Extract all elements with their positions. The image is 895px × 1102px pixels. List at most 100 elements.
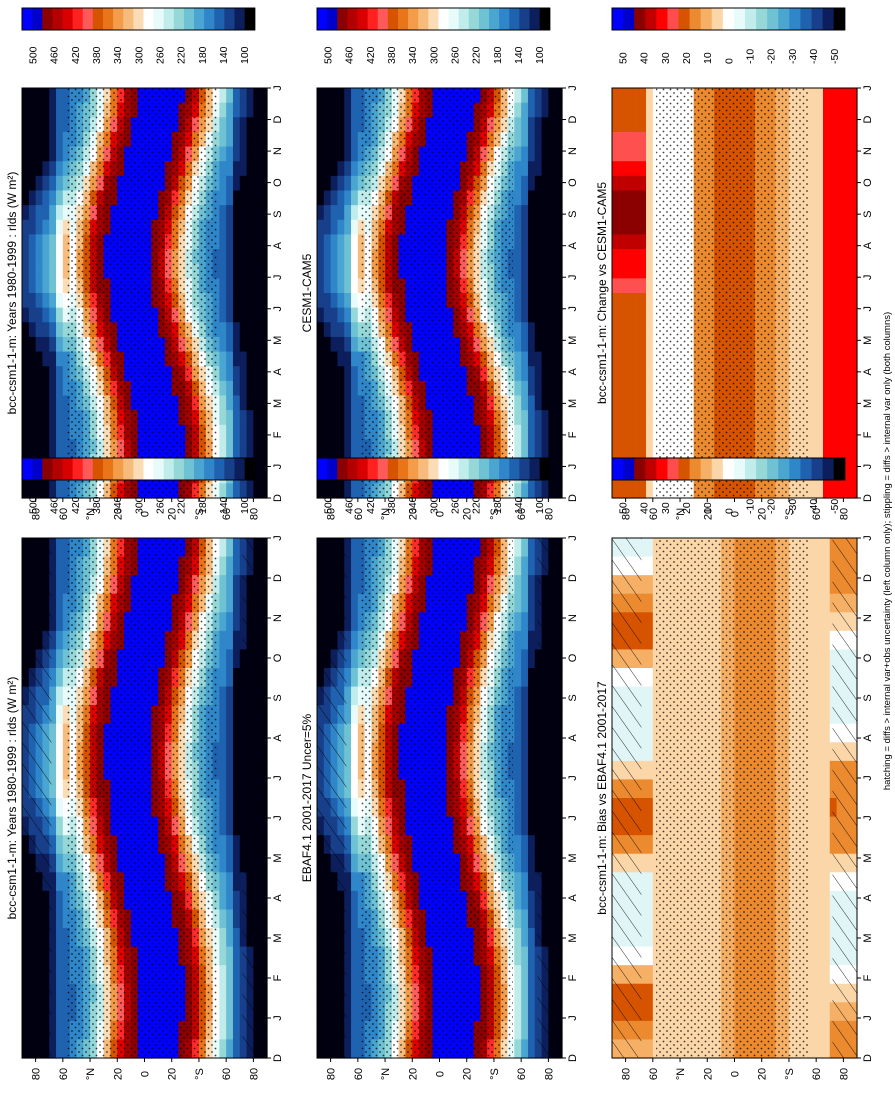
heatmap-cell <box>521 742 529 762</box>
heatmap-cell <box>219 234 227 250</box>
heatmap-cell <box>49 322 57 338</box>
heatmap-cell <box>239 175 248 192</box>
heatmap-cell <box>514 965 522 985</box>
heatmap-cell <box>514 612 522 632</box>
y-tick-label: 20 <box>757 1068 769 1080</box>
heatmap-cell <box>49 965 57 985</box>
heatmap-cell <box>226 293 234 309</box>
heatmap-cell <box>260 483 268 499</box>
heatmap-cell <box>253 483 261 499</box>
heatmap-cell <box>219 742 227 762</box>
heatmap-cell <box>56 88 64 104</box>
heatmap-cell <box>822 872 831 892</box>
heatmap-cell <box>344 686 352 706</box>
heatmap-cell <box>527 983 536 1003</box>
heatmap-cell <box>351 760 359 781</box>
heatmap-cell <box>344 1002 352 1022</box>
heatmap-cell <box>521 779 529 799</box>
heatmap-cell <box>253 234 261 250</box>
heatmap-cell <box>521 798 529 818</box>
x-tick-label: S <box>567 694 579 701</box>
heatmap-cell <box>646 853 654 873</box>
x-tick-label: D <box>272 1054 284 1062</box>
heatmap-cell <box>56 1002 64 1022</box>
heatmap-cell <box>521 593 529 613</box>
heatmap-cell <box>42 249 50 265</box>
heatmap-cell <box>232 249 241 265</box>
heatmap-cell <box>49 742 57 762</box>
y-tick-label: °S <box>784 1068 796 1080</box>
heatmap-cell <box>646 686 654 706</box>
x-tick-label: O <box>272 653 284 662</box>
heatmap-cell <box>514 742 522 762</box>
heatmap-cell <box>260 439 268 455</box>
heatmap-cell <box>232 395 241 411</box>
heatmap-cell <box>49 853 57 873</box>
heatmap-cell <box>344 278 352 294</box>
heatmap-cell <box>323 439 332 455</box>
heatmap-cell <box>330 146 339 162</box>
heatmap-cell <box>344 88 352 104</box>
heatmap-cell <box>232 965 241 985</box>
heatmap-cell <box>521 705 529 725</box>
heatmap-cell <box>239 395 248 411</box>
heatmap-cell <box>260 307 268 323</box>
heatmap-cell <box>232 723 241 743</box>
heatmap-cell <box>232 983 241 1003</box>
heatmap-cell <box>351 705 359 725</box>
heatmap-cell <box>527 593 536 613</box>
heatmap-cell <box>22 190 30 206</box>
y-tick-label: 60 <box>516 1068 528 1080</box>
heatmap-cell <box>246 424 254 441</box>
heatmap-cell <box>49 556 57 576</box>
heatmap-cell <box>49 205 57 221</box>
heatmap-cell <box>219 322 227 338</box>
heatmap-cell <box>351 872 359 892</box>
heatmap-cell <box>226 853 234 873</box>
heatmap-cell <box>323 161 332 177</box>
heatmap-cell <box>317 88 325 104</box>
heatmap-cell <box>232 575 241 595</box>
heatmap-cell <box>822 816 831 836</box>
heatmap-cell <box>232 649 241 669</box>
heatmap-cell <box>323 293 332 309</box>
panel-title: bcc-csm1-1-m: Years 1980-1999 : rlds (W … <box>5 172 19 415</box>
heatmap-cell <box>219 190 227 206</box>
heatmap-cell <box>49 102 57 118</box>
heatmap-cell <box>337 190 345 206</box>
heatmap-cell <box>646 593 654 613</box>
heatmap-cell <box>239 351 248 367</box>
heatmap-cell <box>226 380 234 397</box>
y-tick-label: 80 <box>31 508 43 520</box>
heatmap-cell <box>822 705 831 725</box>
heatmap-cell <box>22 175 30 192</box>
x-tick-label: F <box>272 974 284 981</box>
heatmap-cell <box>56 798 64 818</box>
heatmap-cell <box>232 131 241 148</box>
heatmap-cell <box>527 965 536 985</box>
heatmap-cell <box>56 234 64 250</box>
x-tick-label: J <box>272 306 284 312</box>
heatmap-cell <box>232 1020 241 1041</box>
x-tick-label: O <box>272 178 284 187</box>
heatmap-cell <box>42 190 50 206</box>
heatmap-cell <box>219 816 227 836</box>
heatmap-cell <box>809 965 817 985</box>
stippling <box>656 538 808 1058</box>
heatmap-cell <box>646 742 654 762</box>
heatmap-cell <box>219 890 227 911</box>
heatmap-cell <box>521 853 529 873</box>
heatmap-cell <box>22 307 30 323</box>
x-tick-label: F <box>272 431 284 438</box>
heatmap-cell <box>317 307 325 323</box>
x-tick-label: M <box>567 853 579 862</box>
heatmap-cell <box>226 1020 234 1041</box>
heatmap-cell <box>219 649 227 669</box>
heatmap-cell <box>330 263 339 279</box>
heatmap-cell <box>232 853 241 873</box>
heatmap-cell <box>219 1002 227 1022</box>
heatmap-cell <box>56 307 64 323</box>
heatmap-cell <box>646 983 654 1003</box>
heatmap-cell <box>219 928 227 948</box>
